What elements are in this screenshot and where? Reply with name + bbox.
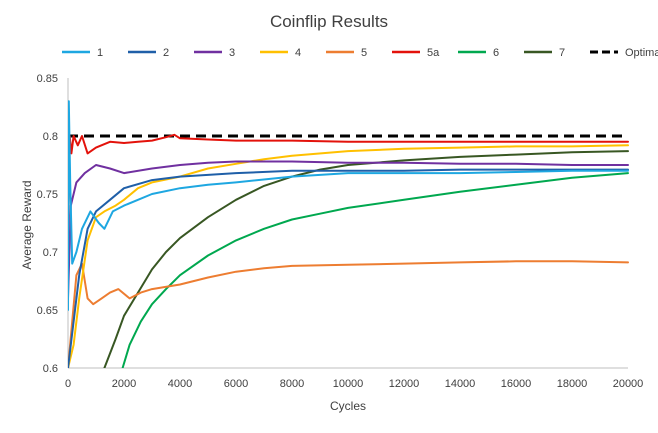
y-axis-label: Average Reward: [20, 180, 34, 269]
series-line-4: [68, 144, 629, 368]
axes: 0 2000 4000 6000 8000 10000 12000 14000 16000 180…: [37, 73, 644, 390]
y-tick-label: 0.85: [37, 73, 58, 85]
x-tick-label: 0: [65, 378, 71, 390]
y-tick-label: 0.8: [43, 131, 58, 143]
x-tick-label: 16000: [501, 378, 532, 390]
y-tick-label: 0.75: [37, 189, 58, 201]
series-line-5a: [68, 133, 629, 230]
legend-label: 4: [295, 47, 301, 59]
y-tick-label: 0.6: [43, 363, 58, 375]
legend-label: 3: [229, 47, 235, 59]
series-line-2: [68, 168, 629, 368]
series-line-5: [68, 260, 629, 368]
series-line-3: [68, 160, 629, 300]
x-tick-label: 14000: [445, 378, 476, 390]
legend: 1 2 3 4 5 5a 6 7 Optimal: [62, 47, 658, 59]
x-tick-label: 2000: [112, 378, 136, 390]
plot-area: [68, 100, 629, 368]
x-tick-label: 12000: [389, 378, 420, 390]
y-tick-label: 0.65: [37, 305, 58, 317]
series-line-1: [68, 100, 629, 311]
x-axis-label: Cycles: [330, 399, 366, 413]
x-tick-label: 20000: [613, 378, 644, 390]
series-line-7: [103, 150, 629, 368]
chart-title: Coinflip Results: [270, 12, 388, 31]
legend-label: 1: [97, 47, 103, 59]
legend-label: 2: [163, 47, 169, 59]
legend-label: Optimal: [625, 47, 658, 59]
y-tick-label: 0.7: [43, 247, 58, 259]
legend-label: 7: [559, 47, 565, 59]
series-line-6: [121, 172, 629, 368]
x-tick-label: 6000: [224, 378, 248, 390]
legend-label: 5a: [427, 47, 440, 59]
x-tick-label: 18000: [557, 378, 588, 390]
x-tick-label: 8000: [280, 378, 304, 390]
legend-label: 5: [361, 47, 367, 59]
x-tick-label: 10000: [333, 378, 364, 390]
legend-label: 6: [493, 47, 499, 59]
x-tick-label: 4000: [168, 378, 192, 390]
